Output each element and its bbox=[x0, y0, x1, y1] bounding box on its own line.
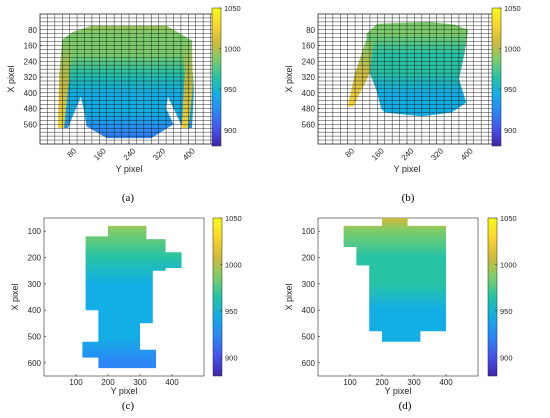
y-tick-label: 80 bbox=[306, 26, 315, 35]
y-tick-label: 560 bbox=[24, 120, 38, 129]
colorbar-tick-label: 1050 bbox=[504, 4, 521, 13]
y-tick-label: 200 bbox=[28, 254, 42, 263]
right-arm-surface bbox=[181, 39, 193, 129]
y-tick-label: 480 bbox=[24, 105, 38, 114]
y-tick-label: 240 bbox=[302, 57, 316, 66]
y-axis-label: X pixel bbox=[284, 283, 294, 310]
x-tick-label: 240 bbox=[400, 146, 416, 162]
colorbar-tick-label: 900 bbox=[224, 126, 237, 135]
x-tick-label: 400 bbox=[439, 378, 453, 387]
x-tick-label: 200 bbox=[375, 378, 389, 387]
colorbar-tick-label: 950 bbox=[224, 85, 237, 94]
x-axis-label: Y pixel bbox=[116, 164, 143, 174]
colorbar-tick-label: 950 bbox=[504, 85, 517, 94]
colorbar-tick-label: 1000 bbox=[224, 45, 241, 54]
panel-d: 100 200 300 400 100 200 300 400 500 600 Y pixel X p… bbox=[284, 214, 517, 412]
y-tick-label: 560 bbox=[302, 120, 316, 129]
colorbar: 900 950 1000 1050 bbox=[491, 4, 521, 147]
panel-label: (d) bbox=[399, 400, 412, 412]
y-tick-label: 400 bbox=[24, 89, 38, 98]
y-axis-label: X pixel bbox=[10, 283, 20, 310]
colorbar-tick-label: 900 bbox=[504, 126, 517, 135]
y-tick-label: 300 bbox=[302, 280, 316, 289]
x-tick-label: 400 bbox=[459, 146, 475, 162]
y-tick-label: 400 bbox=[28, 306, 42, 315]
x-tick-label: 100 bbox=[69, 378, 83, 387]
x-tick-label: 320 bbox=[429, 146, 445, 162]
colorbar: 900 950 1000 1050 bbox=[212, 214, 242, 377]
panel-label: (c) bbox=[122, 400, 135, 412]
colorbar-tick-label: 900 bbox=[500, 353, 513, 362]
y-axis-label: X pixel bbox=[6, 65, 16, 92]
x-tick-label: 400 bbox=[181, 146, 197, 162]
body-surface bbox=[58, 25, 194, 139]
x-axis-label: Y pixel bbox=[394, 164, 421, 174]
colorbar: 900 950 1000 1050 bbox=[487, 214, 517, 377]
y-tick-label: 400 bbox=[302, 306, 316, 315]
x-tick-label: 240 bbox=[122, 146, 138, 162]
y-tick-label: 600 bbox=[28, 359, 42, 368]
colorbar-tick-label: 1000 bbox=[504, 45, 521, 54]
colorbar-tick-label: 900 bbox=[225, 353, 238, 362]
x-tick-label: 200 bbox=[101, 378, 115, 387]
y-tick-label: 100 bbox=[302, 227, 316, 236]
panel-label: (b) bbox=[402, 192, 415, 204]
colorbar-tick-label: 950 bbox=[225, 307, 238, 316]
x-tick-label: 160 bbox=[92, 146, 108, 162]
x-tick-label: 80 bbox=[343, 146, 356, 159]
y-tick-label: 160 bbox=[302, 42, 316, 51]
y-tick-label: 80 bbox=[28, 26, 37, 35]
panel-b: 80 160 240 320 400 80 160 240 320 400 480 560 Y pixe… bbox=[284, 4, 521, 204]
colorbar: 900 950 1000 1050 bbox=[211, 4, 241, 147]
y-tick-label: 160 bbox=[24, 42, 38, 51]
y-tick-label: 320 bbox=[302, 73, 316, 82]
y-tick-label: 500 bbox=[302, 333, 316, 342]
panel-a: 80 160 240 320 400 80 160 240 320 400 480 560 Y pixe… bbox=[6, 4, 241, 204]
grid bbox=[39, 13, 219, 145]
x-tick-label: 320 bbox=[151, 146, 167, 162]
x-tick-label: 400 bbox=[165, 378, 179, 387]
x-tick-label: 300 bbox=[133, 378, 147, 387]
x-tick-label: 160 bbox=[370, 146, 386, 162]
panel-c: 100 200 300 400 100 200 300 400 500 600 Y pixel X p… bbox=[10, 214, 242, 412]
panel-label: (a) bbox=[122, 192, 135, 204]
x-tick-label: 100 bbox=[343, 378, 357, 387]
y-tick-label: 100 bbox=[28, 227, 42, 236]
y-tick-label: 240 bbox=[24, 57, 38, 66]
colorbar-tick-label: 1000 bbox=[225, 260, 242, 269]
y-tick-label: 480 bbox=[302, 105, 316, 114]
y-tick-label: 500 bbox=[28, 333, 42, 342]
y-axis-label: X pixel bbox=[284, 65, 294, 92]
y-tick-label: 300 bbox=[28, 280, 42, 289]
colorbar-tick-label: 1050 bbox=[225, 214, 242, 223]
grid bbox=[317, 13, 497, 145]
x-axis-label: Y pixel bbox=[111, 386, 138, 396]
x-tick-label: 80 bbox=[65, 146, 78, 159]
x-tick-label: 300 bbox=[407, 378, 421, 387]
y-tick-label: 600 bbox=[302, 359, 316, 368]
colorbar-tick-label: 1050 bbox=[224, 4, 241, 13]
y-tick-label: 320 bbox=[24, 73, 38, 82]
y-tick-label: 200 bbox=[302, 254, 316, 263]
body-surface bbox=[343, 218, 446, 342]
x-axis-label: Y pixel bbox=[385, 386, 412, 396]
colorbar-tick-label: 1050 bbox=[500, 214, 517, 223]
y-tick-label: 400 bbox=[302, 89, 316, 98]
body-surface bbox=[82, 225, 182, 369]
colorbar-tick-label: 1000 bbox=[500, 260, 517, 269]
colorbar-tick-label: 950 bbox=[500, 307, 513, 316]
